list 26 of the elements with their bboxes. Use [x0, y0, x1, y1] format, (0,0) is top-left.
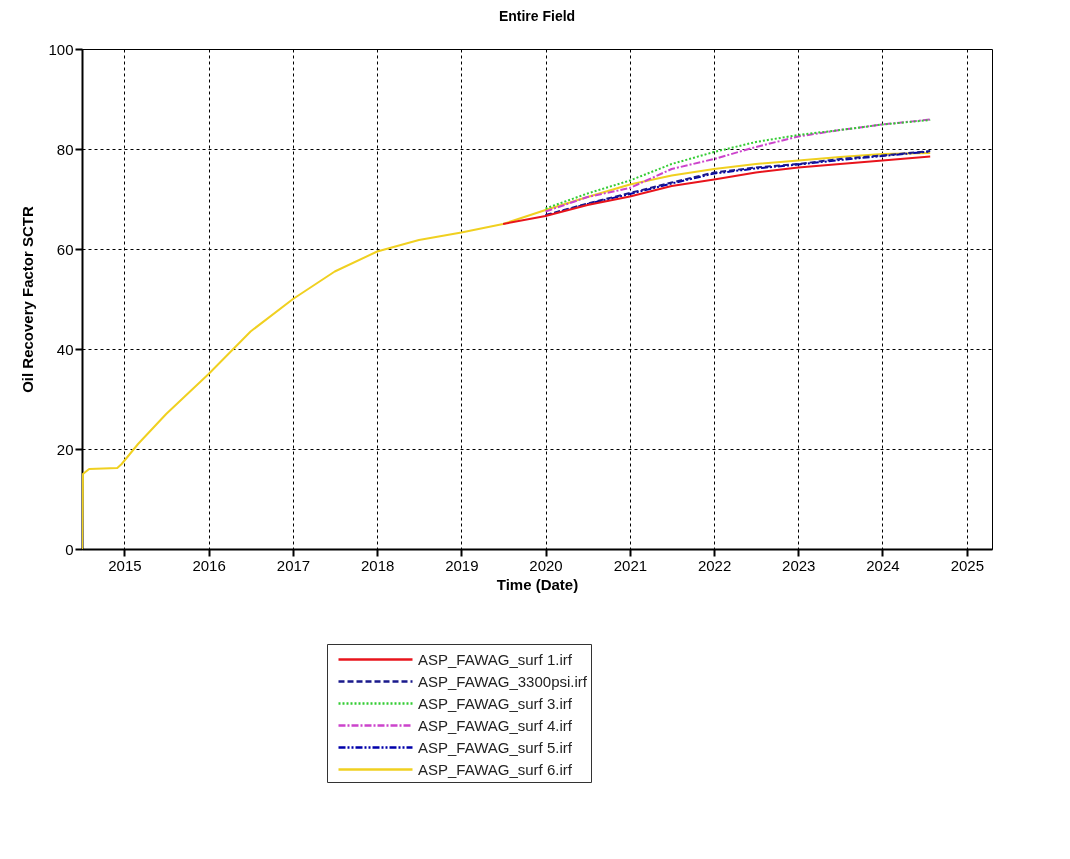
y-tick-label: 0	[65, 540, 74, 558]
x-tick-label: 2016	[192, 556, 226, 574]
legend-label: ASP_FAWAG_surf 1.irf	[418, 650, 573, 668]
x-tick-label: 2018	[361, 556, 395, 574]
x-tick-label: 2023	[782, 556, 816, 574]
x-tick-label: 2020	[529, 556, 563, 574]
legend-label: ASP_FAWAG_3300psi.irf	[418, 672, 588, 690]
y-tick-label: 80	[56, 140, 74, 158]
x-axis-title: Time (Date)	[496, 575, 579, 593]
y-tick-label: 20	[56, 440, 74, 458]
x-tick-label: 2015	[108, 556, 142, 574]
legend-label: ASP_FAWAG_surf 3.irf	[418, 694, 573, 712]
x-tick-label: 2017	[276, 556, 311, 574]
x-tick-label: 2019	[445, 556, 479, 574]
y-tick-label: 40	[56, 340, 74, 358]
legend-label: ASP_FAWAG_surf 5.irf	[418, 738, 573, 756]
chart-title: Entire Field	[498, 8, 576, 24]
y-tick-label: 100	[48, 40, 74, 58]
y-axis-title: Oil Recovery Factor SCTR	[19, 205, 37, 393]
x-tick-label: 2024	[866, 556, 900, 574]
x-tick-label: 2022	[697, 556, 732, 574]
legend-label: ASP_FAWAG_surf 6.irf	[418, 760, 573, 778]
legend-label: ASP_FAWAG_surf 4.irf	[418, 716, 573, 734]
x-tick-label: 2025	[950, 556, 985, 574]
x-tick-label: 2021	[613, 556, 648, 574]
y-tick-label: 60	[56, 240, 74, 258]
